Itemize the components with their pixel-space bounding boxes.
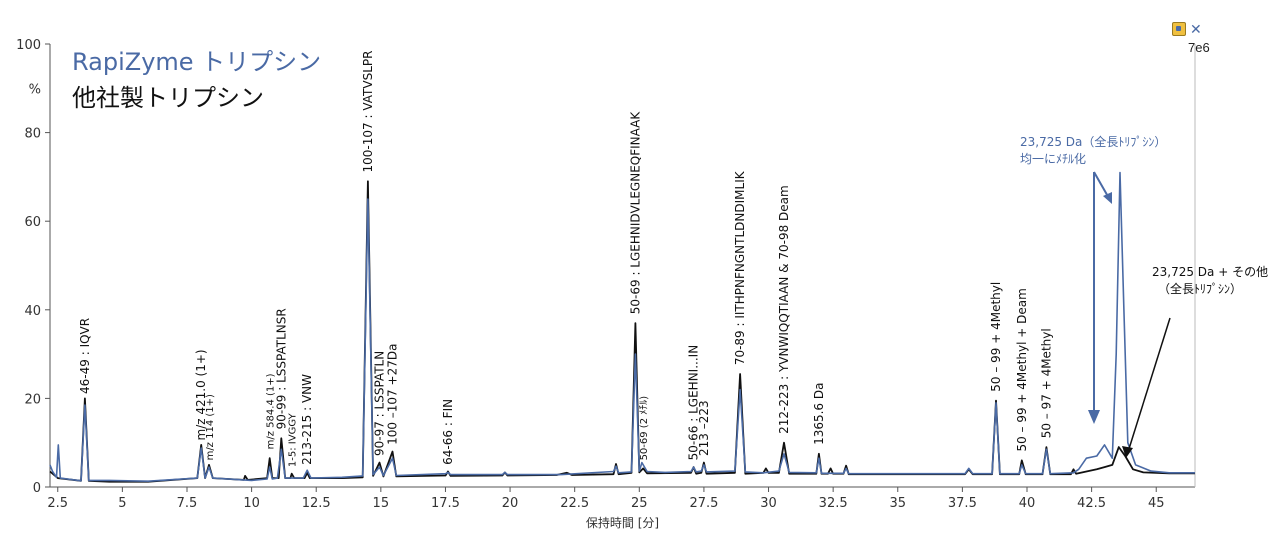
y-tick-label: 100 (16, 38, 41, 53)
peak-label: 50-69 : LGEHNIDVLEGNEQFINAAK (628, 111, 642, 315)
callout-text: （全長ﾄﾘﾌﾟｼﾝ） (1158, 281, 1242, 296)
legend-rapizyme: RapiZyme トリプシン (72, 48, 322, 76)
y-tick-label: 60 (24, 215, 41, 230)
series-line-rapizyme (49, 171, 1195, 482)
x-tick-label: 25 (631, 496, 648, 511)
x-tick-label: 27.5 (689, 496, 718, 511)
x-tick-label: 32.5 (819, 496, 848, 511)
x-tick-label: 15 (373, 496, 390, 511)
peak-label: 46-49 : IQVR (78, 318, 92, 394)
callout-text: 23,725 Da + その他 (1152, 265, 1268, 279)
peak-label: 100 –107 +27Da (385, 344, 399, 445)
peak-label: 1365.6 Da (812, 383, 826, 445)
callout-arrow-black-head (1122, 446, 1133, 458)
x-axis-label: 保持時間 [分] (586, 515, 659, 530)
callout-arrow-blue-head (1103, 192, 1112, 204)
peak-label: m/z 584.4 (1+) (266, 373, 277, 449)
peak-label: 1-5: IVGGY (288, 412, 299, 467)
peak-label: m/z 114 (1+) (205, 394, 216, 460)
peak-label: 50 – 99 + 4Methyl + Deam (1015, 288, 1029, 451)
x-tick-label: 17.5 (431, 496, 460, 511)
legend-competitor: 他社製トリプシン (72, 84, 264, 112)
x-tick-label: 42.5 (1077, 496, 1106, 511)
peak-label: 70-89 : IITHPNFNGNTLDNDIMLIK (733, 170, 747, 365)
x-tick-label: 22.5 (560, 496, 589, 511)
x-tick-label: 7.5 (177, 496, 198, 511)
peak-label: 90-97 : LSSPATLN (373, 351, 387, 456)
peak-label: 212-223 : YVNWIQQTIAAN & 70-98 Deam (777, 185, 791, 434)
annotation-layer: 46-49 : IQVR m/z 421.0 (1+)m/z 114 (1+) m/… (78, 51, 1053, 468)
x-tick-label: 20 (502, 496, 519, 511)
edit-icon[interactable] (1172, 22, 1186, 36)
callout-layer: 23,725 Da（全長ﾄﾘﾌﾟｼﾝ） 均一にﾒﾁﾙ化 23,725 Da + その… (1020, 134, 1268, 458)
x-tick-label: 40 (1019, 496, 1036, 511)
callout-arrow-blue-head (1088, 410, 1100, 424)
axis-layer: 0 20 40 60 80 100% 2.5 5 7.5 10 12.5 15 17.5 20 22.5 25… (16, 38, 1196, 530)
peak-label: 213 –223 (697, 400, 711, 456)
y-tick-label: 20 (24, 392, 41, 407)
scale-label: 7e6 (1188, 40, 1210, 55)
peak-label: m/z 421.0 (1+) (194, 349, 208, 440)
x-tick-label: 5 (118, 496, 126, 511)
peak-label: 64-66 : FIN (441, 399, 455, 465)
y-tick-label: 0 (33, 481, 41, 496)
peak-label: 100-107 : VATVSLPR (361, 51, 375, 173)
peak-label: 213-215 : VNW (300, 374, 314, 465)
callout-text: 23,725 Da（全長ﾄﾘﾌﾟｼﾝ） (1020, 134, 1166, 149)
x-tick-label: 35 (889, 496, 906, 511)
peak-label: 50 – 97 + 4Methyl (1039, 328, 1053, 438)
callout-text: 均一にﾒﾁﾙ化 (1020, 152, 1086, 166)
peak-label: 50-69 (2 ﾒﾁﾙ) (639, 396, 650, 461)
close-icon[interactable]: ✕ (1190, 21, 1202, 37)
x-tick-label: 12.5 (302, 496, 331, 511)
x-tick-label: 10 (243, 496, 260, 511)
peak-label: 90-99 : LSSPATLNSR (274, 308, 288, 429)
x-tick-label: 30 (760, 496, 777, 511)
y-tick-label: 40 (24, 304, 41, 319)
peak-label: 50-66 : LGEHNI...IN (687, 345, 701, 461)
chart-toolbar: ✕ (1172, 22, 1202, 36)
callout-arrow-black-shaft (1127, 317, 1171, 453)
x-tick-label: 2.5 (47, 496, 68, 511)
y-axis-label: % (29, 82, 41, 97)
x-tick-label: 45 (1148, 496, 1165, 511)
peak-label: 50 – 99 + 4Methyl (989, 282, 1003, 392)
series-layer (49, 171, 1195, 483)
y-tick-label: 80 (24, 127, 41, 142)
x-tick-label: 37.5 (948, 496, 977, 511)
